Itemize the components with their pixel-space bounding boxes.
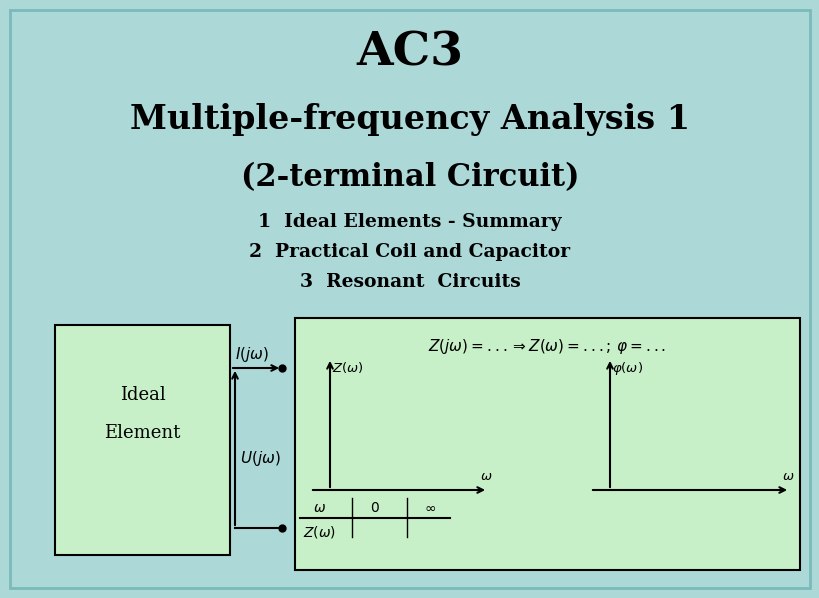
Text: $\infty$: $\infty$: [423, 501, 436, 515]
Text: $\varphi(\omega)$: $\varphi(\omega)$: [611, 360, 642, 377]
Text: AC3: AC3: [356, 29, 463, 75]
Text: $U(j\omega)$: $U(j\omega)$: [240, 448, 280, 468]
Text: 2  Practical Coil and Capacitor: 2 Practical Coil and Capacitor: [249, 243, 570, 261]
Text: $Z(\omega)$: $Z(\omega)$: [303, 524, 336, 540]
Bar: [295, 318, 799, 570]
Text: $Z(j\omega)=...\Rightarrow Z(\omega)=...;\,\varphi=...$: $Z(j\omega)=...\Rightarrow Z(\omega)=...…: [428, 337, 666, 355]
Text: 1  Ideal Elements - Summary: 1 Ideal Elements - Summary: [258, 213, 561, 231]
Text: $0$: $0$: [369, 501, 379, 515]
Text: $\omega$: $\omega$: [479, 471, 491, 484]
Text: Element: Element: [104, 424, 180, 442]
Text: Multiple-frequency Analysis 1: Multiple-frequency Analysis 1: [129, 103, 690, 136]
Text: $Z(\omega)$: $Z(\omega)$: [332, 360, 363, 375]
Text: $\omega$: $\omega$: [781, 471, 794, 484]
Text: (2-terminal Circuit): (2-terminal Circuit): [241, 163, 578, 194]
Bar: [55, 325, 229, 555]
Text: Ideal: Ideal: [120, 386, 165, 404]
Text: $\omega$: $\omega$: [313, 501, 326, 515]
Text: 3  Resonant  Circuits: 3 Resonant Circuits: [299, 273, 520, 291]
Text: $I(j\omega)$: $I(j\omega)$: [235, 344, 269, 364]
